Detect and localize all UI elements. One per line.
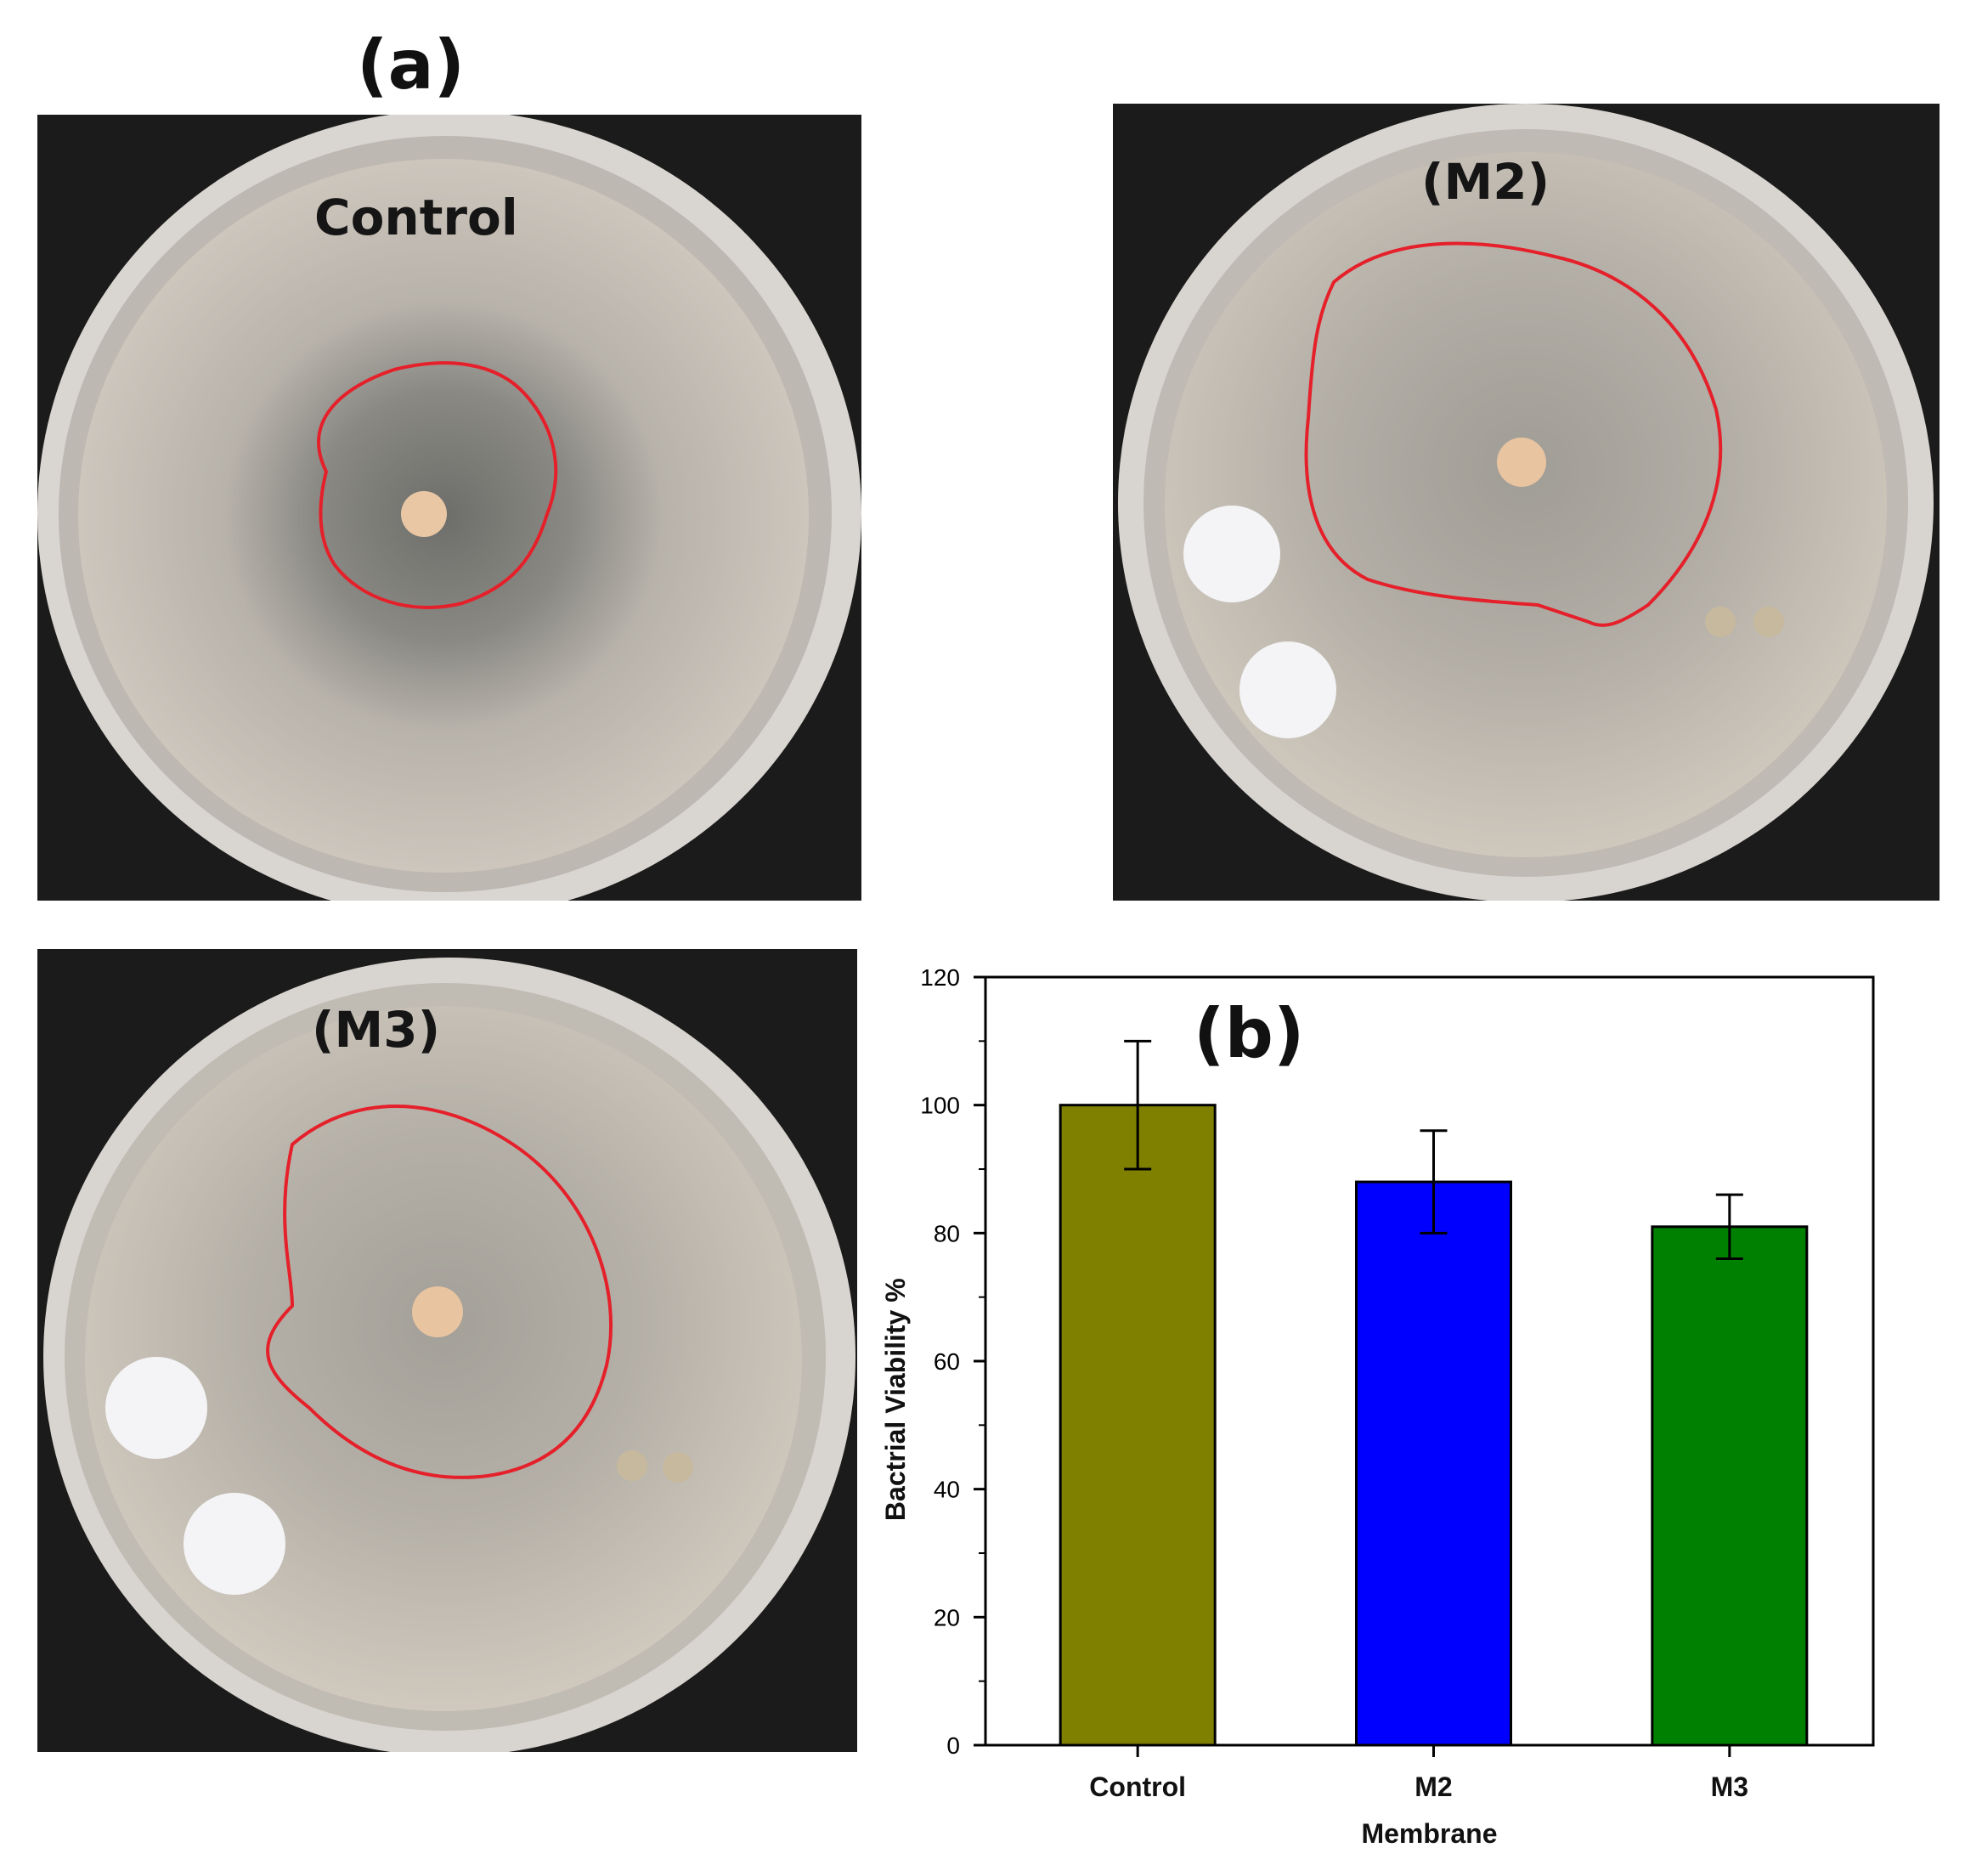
inhibition-zone-outline — [1304, 241, 1723, 627]
control-plate-image — [37, 115, 861, 901]
bar-m3 — [1651, 1225, 1809, 1747]
y-tick-label: 0 — [946, 1732, 960, 1759]
antibiotic-disc — [412, 1286, 463, 1337]
colony — [663, 1452, 693, 1483]
bar-control — [1059, 1104, 1217, 1747]
sticker-label-1 — [105, 1357, 207, 1459]
x-tick-label: M3 — [1711, 1771, 1748, 1802]
antibiotic-disc — [401, 491, 447, 537]
m2-plate-photo — [1113, 104, 1940, 901]
y-axis-label: Bactrial Viability % — [880, 1278, 911, 1521]
antibiotic-disc — [1497, 438, 1546, 487]
y-tick-label: 120 — [920, 964, 960, 991]
panel-b-label: (b) — [1194, 994, 1305, 1073]
sticker-label-2 — [184, 1493, 285, 1595]
agar-surface — [1165, 152, 1887, 857]
inhibition-zone-outline — [266, 1105, 613, 1479]
y-tick-label: 60 — [934, 1348, 960, 1375]
m2-plate-label: (M2) — [1421, 153, 1550, 211]
x-tick-label: Control — [1089, 1771, 1186, 1802]
m3-plate-photo — [37, 949, 857, 1752]
m3-plate-label: (M3) — [312, 1001, 441, 1059]
control-plate-label: Control — [314, 189, 518, 246]
inhibition-zone-outline — [317, 361, 558, 609]
control-plate-photo — [37, 115, 861, 901]
bar-m2 — [1355, 1180, 1512, 1747]
y-tick-label: 20 — [934, 1604, 960, 1630]
m2-plate-image — [1118, 104, 1934, 901]
m3-plate-image — [43, 958, 855, 1752]
y-tick-label: 40 — [934, 1477, 960, 1503]
x-axis-label: Membrane — [1361, 1818, 1497, 1849]
panel-a-label: (a) — [357, 25, 466, 105]
sticker-label-1 — [1183, 506, 1280, 602]
colony — [1705, 607, 1736, 637]
y-tick-label: 80 — [934, 1220, 960, 1246]
bacterial-viability-bar-chart: 0 20 40 60 80 100 120 Control M2 M3 Membrane Bactri… — [880, 964, 1875, 1849]
colony — [617, 1450, 647, 1481]
x-tick-label: M2 — [1414, 1771, 1452, 1802]
colony — [1753, 607, 1784, 637]
sticker-label-2 — [1239, 641, 1336, 738]
y-tick-label: 100 — [920, 1093, 960, 1119]
